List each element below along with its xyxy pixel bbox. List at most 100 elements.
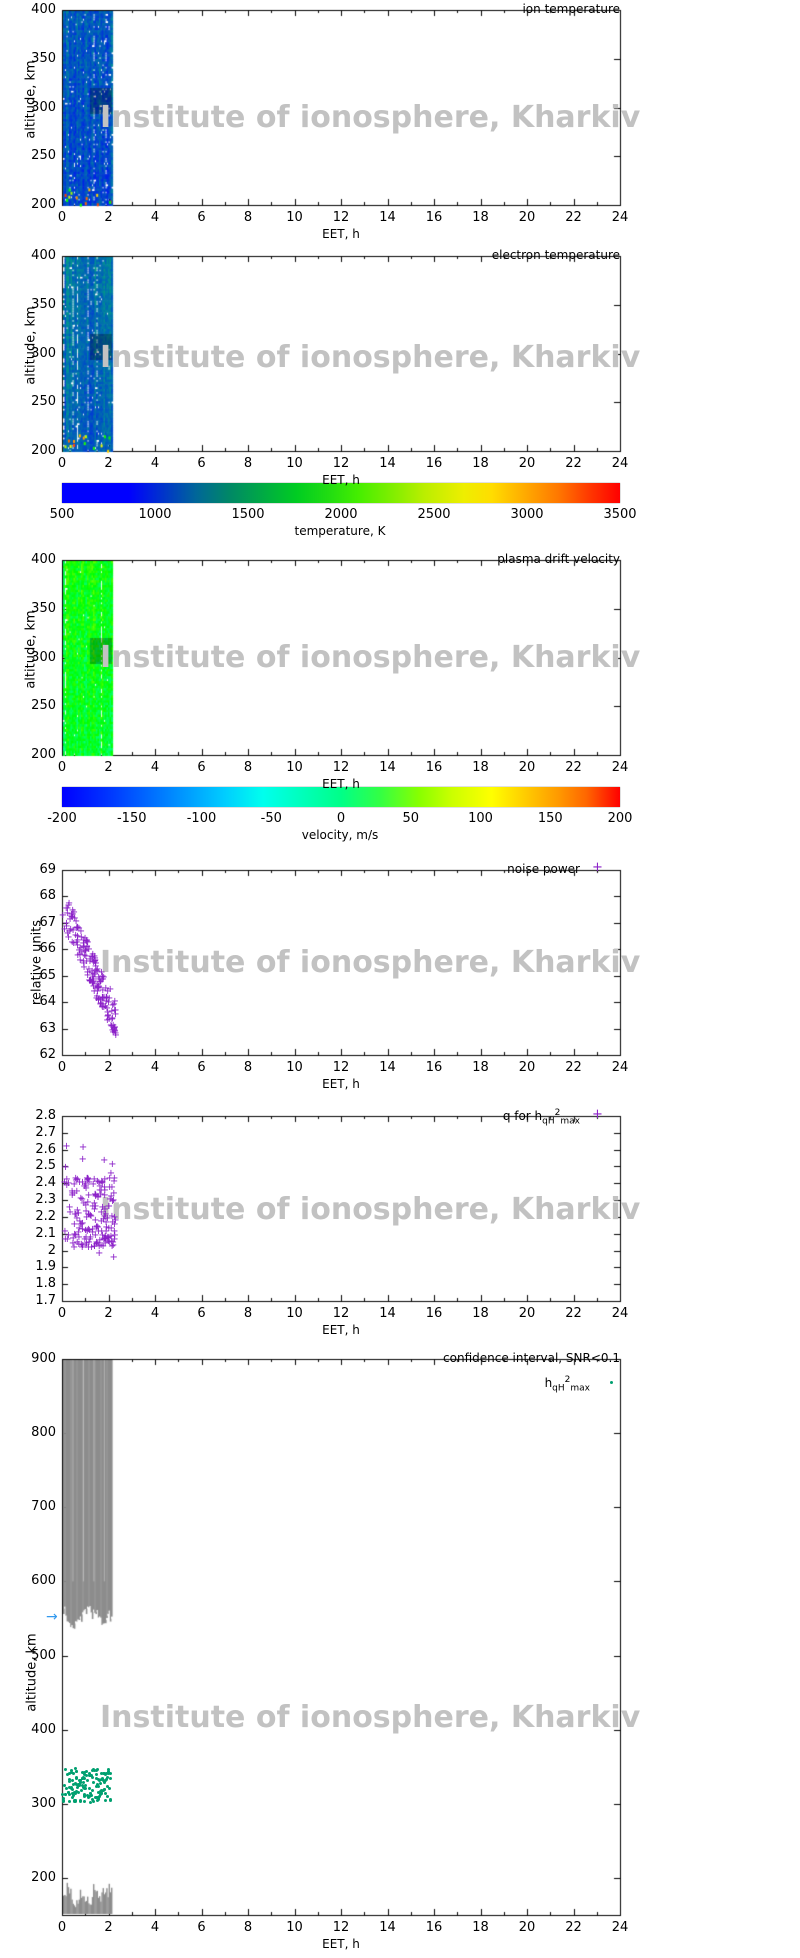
ytick-4-2.8: 2.8 (35, 1107, 56, 1123)
ytick-4-2.1: 2.1 (35, 1225, 56, 1241)
scatter-point: + (94, 994, 103, 1006)
ytick-4-2.6: 2.6 (35, 1141, 56, 1157)
scatter-point: + (71, 1209, 80, 1221)
hmax-point (66, 1772, 70, 1776)
xtick-0-24: 24 (611, 210, 629, 225)
xtick-1-0: 0 (57, 456, 67, 471)
hmax-point (75, 1783, 79, 1787)
scatter-point: + (68, 1232, 78, 1244)
xtick-0-10: 10 (286, 210, 303, 225)
panel-title-noise-power: noise power (507, 862, 580, 876)
xtick-2-10: 10 (286, 760, 303, 775)
scatter-point: + (98, 970, 107, 982)
scatter-point: + (82, 956, 91, 968)
ytick-5-500: 500 (31, 1647, 56, 1663)
hmax-point (62, 1800, 66, 1804)
ytick-3-65: 65 (39, 967, 56, 983)
ytick-0-250: 250 (31, 147, 56, 163)
scatter-point: + (91, 1230, 100, 1242)
xtick-3-6: 6 (197, 1060, 206, 1075)
scatter-point: + (86, 974, 95, 986)
scatter-point: + (88, 949, 97, 961)
scatter-point: + (110, 1211, 119, 1223)
ytick-5-600: 600 (31, 1572, 56, 1588)
scatter-point: + (91, 1239, 101, 1251)
scatter-point: + (107, 1223, 116, 1235)
xtick-2-2: 2 (104, 760, 113, 775)
xtick-0-20: 20 (518, 210, 536, 225)
scatter-point: + (81, 1232, 91, 1244)
scatter-point: + (93, 986, 102, 998)
ytick-4-2.2: 2.2 (35, 1208, 56, 1224)
ytick-2-250: 250 (31, 697, 56, 713)
scatter-point: + (69, 1178, 79, 1190)
scatter-point: + (65, 1202, 74, 1214)
xtick-3-20: 20 (518, 1060, 536, 1075)
hmax-point (67, 1800, 71, 1804)
scatter-point: + (69, 938, 78, 950)
scatter-point: + (74, 1227, 83, 1239)
scatter-point: + (96, 976, 105, 988)
hmax-point (81, 1771, 85, 1775)
xtick-1-2: 2 (104, 456, 113, 471)
scatter-point: + (93, 1222, 103, 1234)
scatter-point: + (110, 1173, 119, 1185)
velocity-colorbar (62, 787, 620, 807)
hmax-point (95, 1798, 99, 1802)
scatter-point: + (84, 1177, 94, 1189)
velocity-colorbar-tick--100: -100 (186, 811, 217, 826)
scatter-point: + (72, 936, 81, 948)
q-title-sub2: max (560, 1116, 580, 1127)
scatter-point: + (89, 1174, 99, 1186)
scatter-point: + (108, 1026, 118, 1038)
scatter-point: + (103, 1015, 112, 1027)
scatter-point: + (87, 952, 97, 964)
scatter-point: + (104, 1222, 113, 1234)
hmax-point (76, 1782, 80, 1786)
scatter-point: + (110, 1005, 119, 1017)
scatter-point: + (109, 1252, 118, 1264)
hmax-point (108, 1799, 112, 1803)
xtick-2-4: 4 (150, 760, 160, 775)
ytick-1-350: 350 (31, 296, 56, 312)
scatter-point: + (73, 921, 82, 933)
hmax-point (109, 1777, 113, 1781)
scatter-point: + (86, 954, 95, 966)
scatter-point: + (68, 1188, 77, 1200)
ytick-3-69: 69 (39, 861, 56, 877)
ytick-0-300: 300 (31, 99, 56, 115)
scatter-point: + (79, 941, 89, 953)
hmax-point (73, 1782, 77, 1786)
hmax-point (88, 1787, 92, 1791)
scatter-point: + (80, 1181, 89, 1193)
scatter-point: + (97, 1206, 106, 1218)
xtick-1-14: 14 (379, 456, 396, 471)
ytick-4-2.3: 2.3 (35, 1191, 56, 1207)
hmax-point (82, 1772, 86, 1776)
scatter-point: + (92, 990, 102, 1002)
scatter-point: + (103, 1010, 113, 1022)
scatter-point: + (81, 944, 90, 956)
scatter-point: + (75, 1177, 84, 1189)
h-legend-main: h (544, 1376, 553, 1390)
altitude-arrow-icon: → (46, 1609, 58, 1626)
scatter-point: + (110, 1230, 120, 1242)
hmax-point (68, 1771, 72, 1775)
scatter-point: + (98, 1202, 107, 1214)
xtick-4-6: 6 (197, 1306, 206, 1321)
scatter-point: + (95, 1234, 105, 1246)
scatter-point: + (94, 982, 103, 994)
scatter-point: + (87, 967, 97, 979)
hmax-point (98, 1795, 102, 1799)
scatter-point: + (88, 1227, 97, 1239)
scatter-point: + (58, 909, 68, 921)
scatter-point: + (71, 929, 80, 941)
scatter-point: + (111, 1028, 120, 1040)
hmax-point (91, 1768, 95, 1772)
scatter-point: + (81, 1199, 90, 1211)
scatter-point: + (77, 1241, 87, 1253)
velocity-colorbar-tick-0: 0 (336, 811, 346, 826)
scatter-point: + (78, 1177, 87, 1189)
scatter-point: + (90, 1241, 99, 1253)
scatter-point: + (74, 1238, 84, 1250)
